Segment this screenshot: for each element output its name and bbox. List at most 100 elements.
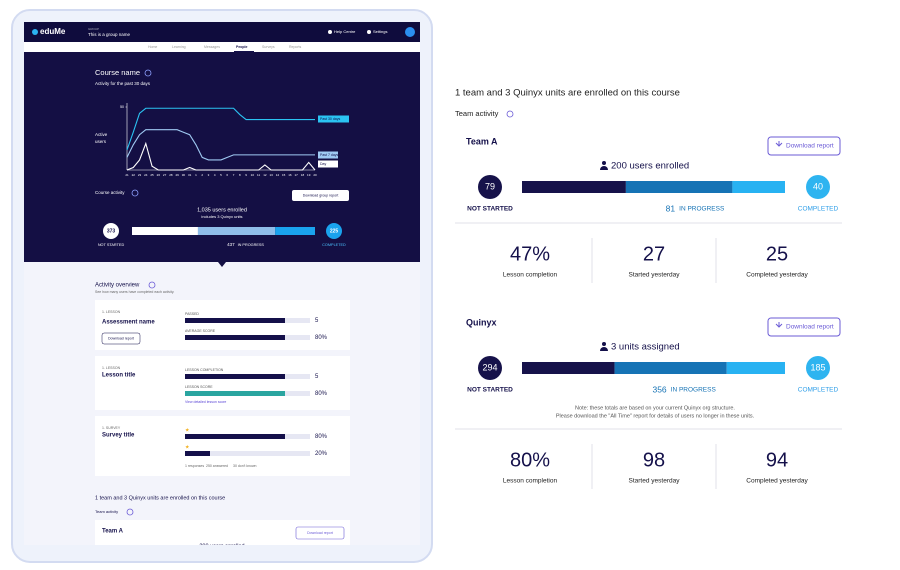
survey-footer: 250 answered xyxy=(206,464,228,468)
team-detail: 1 team and 3 Quinyx units are enrolled o… xyxy=(455,88,842,489)
x-tick-label: 9 xyxy=(245,173,247,177)
x-tick-label: 22 xyxy=(132,173,136,177)
status-label: IN PROGRESS xyxy=(679,206,725,213)
metric-track xyxy=(185,451,310,456)
info-icon xyxy=(144,69,152,77)
nav-tab[interactable]: Reports xyxy=(289,45,302,49)
progress-segment xyxy=(522,362,615,374)
course-subtitle: Activity for the past 30 days xyxy=(95,81,151,86)
x-tick-label: 7 xyxy=(233,173,235,177)
line-series xyxy=(126,141,316,171)
download-button[interactable] xyxy=(295,526,345,540)
x-tick-label: 12 xyxy=(263,173,267,177)
metric-value: 5 xyxy=(315,374,319,380)
nav-tab[interactable]: Surveys xyxy=(262,45,275,49)
nav-tab[interactable]: Messages xyxy=(204,45,220,49)
help-link[interactable]: Help Centre xyxy=(334,29,356,34)
section-label: Team activity xyxy=(95,509,118,514)
enrolled-icon xyxy=(600,347,608,351)
progress-segment xyxy=(132,227,198,235)
status-count: 81 xyxy=(666,203,676,213)
stat-value: 47% xyxy=(510,243,550,265)
logo-mark xyxy=(32,29,38,35)
legend-label: Day xyxy=(320,162,326,166)
stat-label: Lesson completion xyxy=(503,478,558,485)
help-icon xyxy=(328,30,332,34)
course-title: Course name xyxy=(95,68,140,77)
nav-tab[interactable]: Learning xyxy=(172,45,186,49)
button-label[interactable]: Download report xyxy=(786,143,834,150)
stat-label: Lesson completion xyxy=(503,272,558,279)
settings-link[interactable]: Settings xyxy=(373,29,387,34)
status-circle xyxy=(478,175,502,199)
button-label[interactable]: Download report xyxy=(108,336,134,340)
button-label[interactable]: Download report xyxy=(307,531,333,535)
x-tick-label: 26 xyxy=(157,173,161,177)
settings-icon xyxy=(367,30,371,34)
status-label: COMPLETED xyxy=(798,387,839,394)
nav-tab[interactable]: Home xyxy=(148,45,157,49)
activity-title: Survey title xyxy=(102,433,135,439)
x-tick-label: 10 xyxy=(251,173,255,177)
metric-label: LESSON COMPLETION xyxy=(185,368,224,372)
download-button[interactable] xyxy=(767,136,841,156)
tab-underline xyxy=(234,51,254,52)
enrolled-count: 3 units assigned xyxy=(611,342,680,353)
download-button[interactable] xyxy=(101,332,141,345)
status-label: COMPLETED xyxy=(798,206,839,213)
stat-value: 25 xyxy=(766,243,788,265)
section-title: Activity overview xyxy=(95,283,140,289)
note: Please download the "All Time" report fo… xyxy=(556,413,755,419)
progress-segment xyxy=(726,362,785,374)
metric-value: 80% xyxy=(315,335,328,341)
stat-label: Completed yesterday xyxy=(746,272,808,279)
stat-value: 80% xyxy=(510,449,550,471)
status-label: IN PROGRESS xyxy=(671,387,717,394)
x-tick-label: 11 xyxy=(257,173,260,177)
stat-label: Started yesterday xyxy=(629,272,681,279)
x-tick-label: 28 xyxy=(169,173,173,177)
status-count: 185 xyxy=(810,362,825,372)
status-count: 437 xyxy=(227,242,235,247)
progress-segment xyxy=(197,227,276,235)
download-button[interactable] xyxy=(767,317,841,337)
x-tick-label: 6 xyxy=(226,173,228,177)
stat-value: 27 xyxy=(643,243,665,265)
progress-segment xyxy=(614,362,727,374)
metric-value: 80% xyxy=(315,434,328,440)
section-label: Course activity xyxy=(95,190,125,195)
button-label[interactable]: Download report xyxy=(786,324,834,331)
line-series xyxy=(126,129,315,161)
x-tick-label: 5 xyxy=(220,173,222,177)
download-button[interactable] xyxy=(292,190,349,201)
nav-tab[interactable]: People xyxy=(236,45,248,49)
x-tick-label: 24 xyxy=(144,173,148,177)
enrolled-note: includes 3 Quinyx units xyxy=(201,214,242,219)
stat-label: Started yesterday xyxy=(629,478,681,485)
legend-swatch xyxy=(318,151,338,159)
x-tick-label: 21 xyxy=(125,173,129,177)
status-label: NOT STARTED xyxy=(98,243,125,247)
x-tick-label: 8 xyxy=(239,173,241,177)
x-tick-label: 20 xyxy=(313,173,317,177)
status-count: 225 xyxy=(330,228,339,234)
detail-link[interactable]: View detailed lesson score xyxy=(185,400,226,404)
info-icon xyxy=(506,110,514,118)
x-tick-label: 23 xyxy=(138,173,142,177)
enrolled-count: 200 users enrolled xyxy=(199,543,244,549)
x-tick-label: 15 xyxy=(282,173,286,177)
status-count: 79 xyxy=(485,181,495,191)
info-icon xyxy=(148,281,156,289)
metric-bar xyxy=(185,374,285,379)
activity-title: Assessment name xyxy=(102,320,155,326)
tab-bar xyxy=(24,42,420,52)
group-label: GROUP xyxy=(88,27,99,31)
pointer xyxy=(218,262,226,267)
logo: eduMe xyxy=(40,27,66,36)
status-count: 40 xyxy=(813,181,823,191)
info-icon xyxy=(131,189,139,197)
metric-bar xyxy=(185,318,285,323)
button-label[interactable]: Download group report xyxy=(303,193,339,197)
status-circle xyxy=(806,356,830,380)
status-count: 356 xyxy=(652,384,666,394)
